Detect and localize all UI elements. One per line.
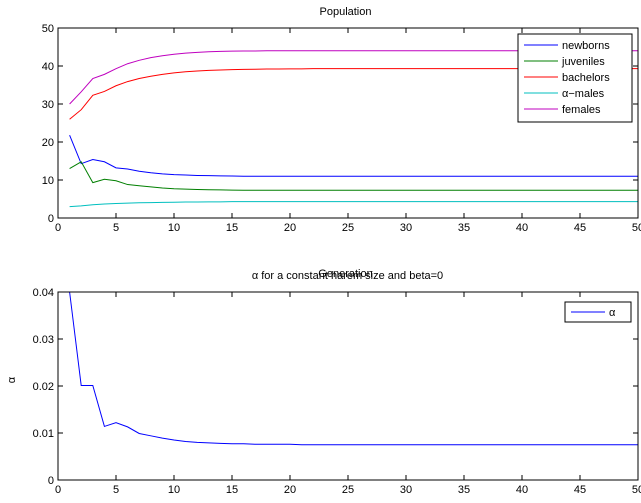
alpha-xtick-label: 10 [168,484,180,496]
population-xtick-label: 50 [632,222,641,234]
alpha-ytick-label: 0.02 [33,381,54,393]
population-plot-frame [57,27,639,219]
population-xtick-label: 45 [574,222,586,234]
alpha-xtick-label: 45 [574,484,586,496]
alpha-chart-title: α for a constant harem size and beta=0 [252,270,443,282]
alpha-legend: α [564,301,632,323]
alpha-xtick-label: 40 [516,484,528,496]
population-xtick-label: 10 [168,222,180,234]
population-legend-label: bachelors [562,72,610,84]
population-ytick-label: 0 [48,213,54,225]
alpha-plot-frame [57,291,639,481]
alpha-xtick-label: 15 [226,484,238,496]
population-legend-box [517,33,633,123]
population-xtick-label: 30 [400,222,412,234]
alpha-ticks: 0 5 10 15 20 25 30 35 40 45 50 0 0.01 0.02 0.03 0.04 [33,287,641,496]
alpha-xtick-label: 50 [632,484,641,496]
population-xtick-label: 20 [284,222,296,234]
population-series-line [69,161,638,191]
alpha-lines [69,291,638,446]
population-legend-label: newborns [562,40,610,52]
population-ytick-label: 40 [42,61,54,73]
alpha-ytick-label: 0.04 [33,287,54,299]
population-ytick-label: 20 [42,137,54,149]
alpha-ytick-label: 0.03 [33,334,54,346]
alpha-xtick-label: 30 [400,484,412,496]
population-series-line [69,134,638,177]
alpha-ytick-label: 0.01 [33,428,54,440]
population-ticks: 0 5 10 15 20 25 30 35 40 45 50 0 10 20 30 40 50 [42,23,641,234]
alpha-xtick-label: 5 [113,484,119,496]
alpha-chart: α for a constant harem size and beta=0 α… [6,270,641,496]
population-xtick-label: 40 [516,222,528,234]
population-ytick-label: 10 [42,175,54,187]
alpha-chart-ylabel: α [6,376,18,383]
population-chart-xlabel: Generation [318,268,372,280]
alpha-ytick-label: 0 [48,475,54,487]
alpha-legend-label: α [609,307,616,319]
population-chart-title: Population [320,6,372,18]
alpha-xtick-label: 20 [284,484,296,496]
population-xtick-label: 5 [113,222,119,234]
alpha-series-line [69,291,638,446]
population-legend-label: α−males [562,88,605,100]
population-xtick-label: 35 [458,222,470,234]
population-series-line [69,201,638,208]
population-xtick-label: 0 [55,222,61,234]
population-legend-label: females [562,104,601,116]
population-chart: Population Generation 0 5 10 15 20 25 30 35 40 45… [42,6,641,280]
population-legend-label: juveniles [561,56,605,68]
population-ytick-label: 30 [42,99,54,111]
alpha-xtick-label: 25 [342,484,354,496]
population-xtick-label: 25 [342,222,354,234]
alpha-plot-area [58,292,638,480]
alpha-xtick-label: 0 [55,484,61,496]
population-ytick-label: 50 [42,23,54,35]
population-xtick-label: 15 [226,222,238,234]
population-legend: newborns juveniles bachelors α−males females [517,33,633,123]
alpha-xtick-label: 35 [458,484,470,496]
